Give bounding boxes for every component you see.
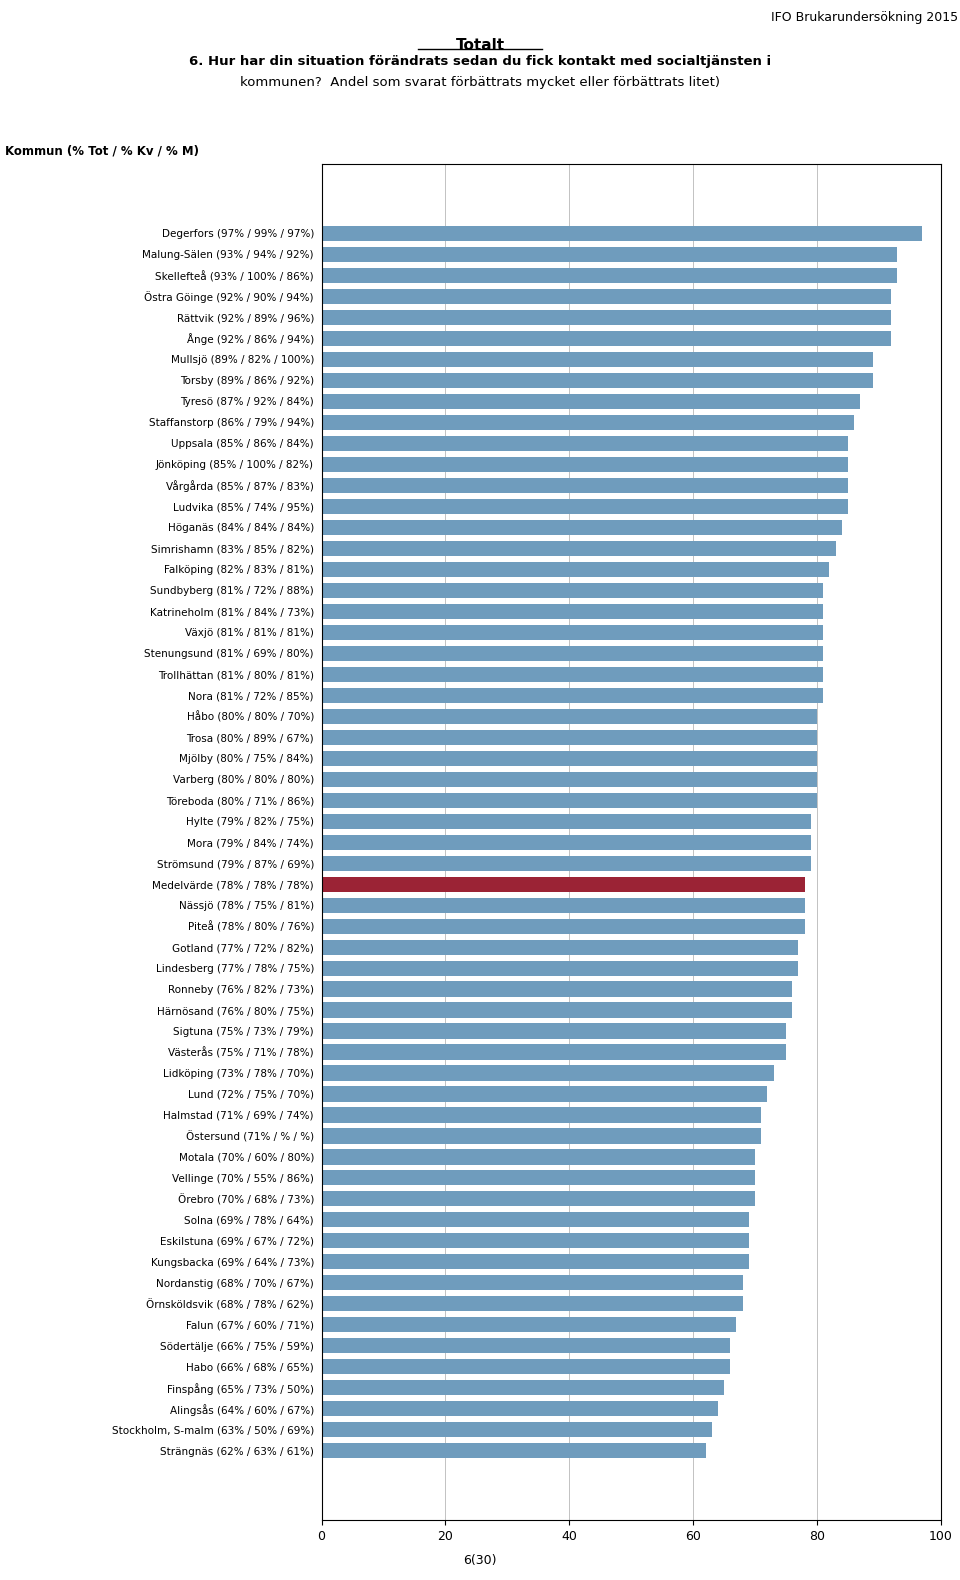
- Bar: [322, 1338, 731, 1354]
- Bar: [322, 961, 799, 975]
- Bar: [322, 687, 823, 703]
- Bar: [322, 457, 848, 472]
- Bar: [322, 981, 792, 997]
- Bar: [322, 1275, 743, 1291]
- Bar: [322, 289, 891, 303]
- Bar: [322, 330, 891, 346]
- Bar: [322, 1024, 786, 1038]
- Bar: [322, 1065, 774, 1081]
- Bar: [322, 897, 804, 913]
- Bar: [322, 562, 829, 577]
- Bar: [322, 416, 854, 430]
- Bar: [322, 1128, 761, 1144]
- Bar: [322, 1443, 706, 1458]
- Bar: [322, 373, 873, 389]
- Bar: [322, 393, 860, 409]
- Bar: [322, 1002, 792, 1018]
- Bar: [322, 918, 804, 934]
- Text: 6. Hur har din situation förändrats sedan du fick kontakt med socialtjänsten i: 6. Hur har din situation förändrats seda…: [189, 55, 771, 68]
- Bar: [322, 499, 848, 514]
- Bar: [322, 877, 804, 891]
- Bar: [322, 730, 817, 744]
- Bar: [322, 246, 898, 262]
- Bar: [322, 1255, 749, 1269]
- Bar: [322, 604, 823, 619]
- Bar: [322, 1318, 736, 1332]
- Bar: [322, 583, 823, 597]
- Bar: [322, 814, 811, 828]
- Bar: [322, 1234, 749, 1248]
- Bar: [322, 750, 817, 766]
- Bar: [322, 1381, 724, 1395]
- Bar: [322, 436, 848, 450]
- Text: kommunen?  Andel som svarat förbättrats mycket eller förbättrats litet): kommunen? Andel som svarat förbättrats m…: [240, 76, 720, 88]
- Bar: [322, 1191, 755, 1207]
- Bar: [322, 1087, 767, 1101]
- Bar: [322, 1359, 731, 1375]
- Bar: [322, 269, 898, 283]
- Bar: [322, 646, 823, 660]
- Text: Kommun (% Tot / % Kv / % M): Kommun (% Tot / % Kv / % M): [5, 145, 199, 158]
- Text: Totalt: Totalt: [455, 38, 505, 52]
- Text: 6(30): 6(30): [464, 1555, 496, 1567]
- Bar: [322, 709, 817, 724]
- Bar: [322, 856, 811, 871]
- Bar: [322, 834, 811, 850]
- Bar: [322, 667, 823, 683]
- Bar: [322, 520, 842, 536]
- Bar: [322, 940, 799, 954]
- Bar: [322, 477, 848, 493]
- Bar: [322, 310, 891, 325]
- Bar: [322, 540, 835, 556]
- Bar: [322, 1171, 755, 1185]
- Bar: [322, 624, 823, 640]
- Bar: [322, 771, 817, 787]
- Bar: [322, 1401, 718, 1416]
- Bar: [322, 1296, 743, 1311]
- Bar: [322, 1044, 786, 1060]
- Bar: [322, 1422, 711, 1438]
- Bar: [322, 352, 873, 367]
- Bar: [322, 1149, 755, 1164]
- Text: IFO Brukarundersökning 2015: IFO Brukarundersökning 2015: [771, 11, 958, 24]
- Bar: [322, 226, 923, 242]
- Bar: [322, 793, 817, 807]
- Bar: [322, 1108, 761, 1122]
- Bar: [322, 1212, 749, 1228]
